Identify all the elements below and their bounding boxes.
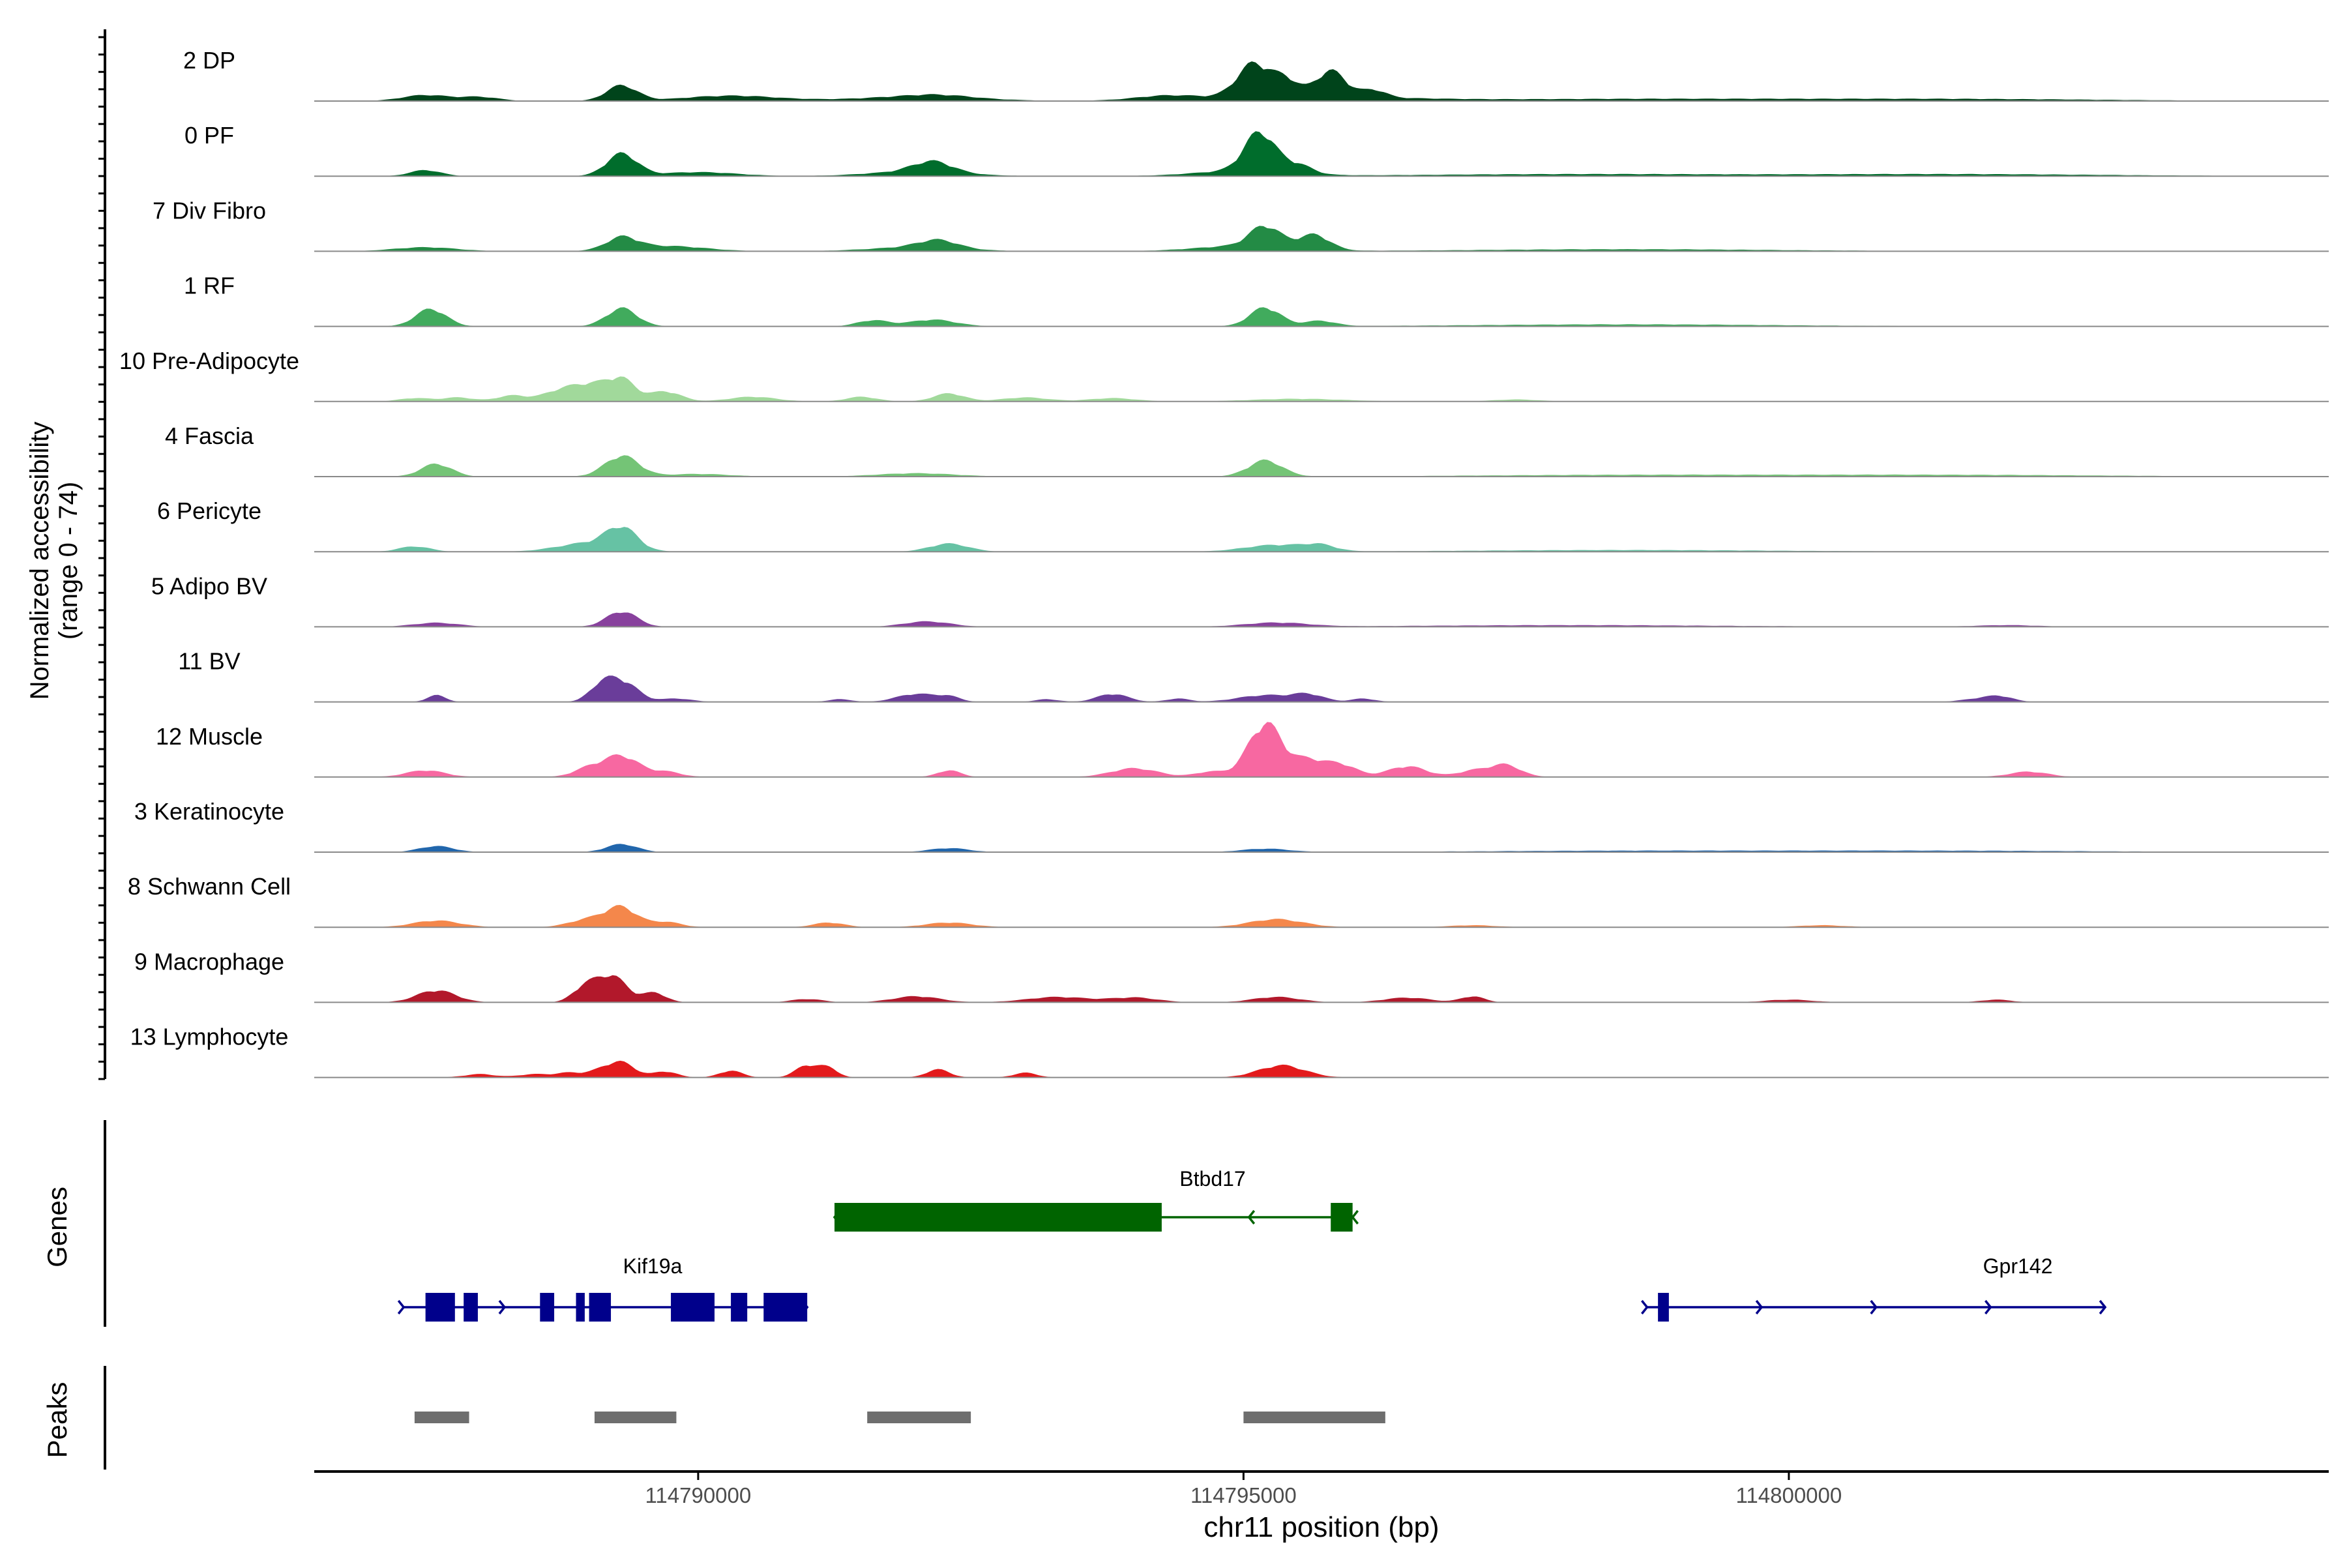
x-axis-ticks: 114790000 114795000 114800000 [645, 1472, 1842, 1507]
x-tick-label: 114800000 [1736, 1483, 1842, 1507]
track-9: 11 BV [178, 648, 2329, 703]
strand-arrow-icon [1351, 1209, 1359, 1225]
strand-arrow-icon [1641, 1299, 1649, 1315]
track-label: 7 Div Fibro [153, 197, 266, 224]
peaks-panel [414, 1412, 1385, 1423]
track-label: 13 Lymphocyte [130, 1024, 289, 1050]
peak-region [867, 1412, 971, 1423]
y-axis-label: Normalized accessibility [25, 422, 54, 700]
coverage-area [314, 722, 2329, 777]
strand-arrow-icon [1247, 1209, 1256, 1225]
track-2: 0 PF [185, 122, 2329, 177]
coverage-area [314, 905, 2329, 928]
gene-exon [671, 1293, 715, 1322]
peak-region [594, 1412, 677, 1423]
strand-arrow-icon [2099, 1299, 2107, 1315]
track-label: 5 Adipo BV [151, 572, 267, 599]
coverage-area [314, 1060, 2329, 1078]
gene-exon [576, 1293, 585, 1322]
gene-exon [1331, 1203, 1353, 1232]
coverage-area [314, 61, 2329, 101]
x-tick-label: 114795000 [1190, 1483, 1297, 1507]
coverage-area [314, 131, 2329, 177]
strand-arrow-icon [1755, 1299, 1764, 1315]
track-13: 9 Macrophage [134, 948, 2329, 1003]
track-4: 1 RF [184, 273, 2329, 327]
coverage-area [314, 376, 2329, 402]
strand-arrow-icon [397, 1299, 406, 1315]
gene-exon [464, 1293, 478, 1322]
track-label: 12 Muscle [156, 723, 263, 750]
peak-region [414, 1412, 469, 1423]
gene-btbd17: Btbd17 [833, 1167, 1359, 1232]
coverage-area [314, 975, 2329, 1003]
x-axis-title: chr11 position (bp) [1203, 1511, 1439, 1543]
track-10: 12 Muscle [156, 722, 2329, 778]
gene-exon [763, 1293, 808, 1322]
track-label: 8 Schwann Cell [128, 873, 291, 900]
gene-exon [834, 1203, 1162, 1232]
track-label: 6 Pericyte [157, 497, 261, 524]
gene-gpr142: Gpr142 [1641, 1254, 2107, 1322]
gene-exon [589, 1293, 612, 1322]
track-label: 10 Pre-Adipocyte [119, 348, 299, 374]
peaks-panel-label: Peaks [42, 1382, 72, 1458]
peak-region [1243, 1412, 1385, 1423]
coverage-area [314, 455, 2329, 477]
track-1: 2 DP [183, 47, 2329, 102]
genes-panel-label: Genes [42, 1187, 72, 1267]
y-axis-range-label: (range 0 - 74) [54, 482, 83, 640]
track-8: 5 Adipo BV [151, 572, 2329, 628]
track-label: 4 Fascia [165, 422, 254, 449]
track-label: 1 RF [184, 273, 235, 299]
gene-exon [540, 1293, 555, 1322]
coverage-area [314, 307, 2329, 327]
track-7: 6 Pericyte [157, 497, 2329, 553]
track-11: 3 Keratinocyte [134, 798, 2329, 853]
track-label: 11 BV [178, 648, 240, 675]
gene-exon [731, 1293, 748, 1322]
coverage-area [314, 675, 2329, 702]
gene-name: Gpr142 [1983, 1254, 2053, 1278]
track-5: 10 Pre-Adipocyte [119, 348, 2329, 402]
gene-exon [425, 1293, 455, 1322]
track-label: 9 Macrophage [134, 948, 284, 975]
strand-arrow-icon [1985, 1299, 1992, 1315]
track-14: 13 Lymphocyte [130, 1024, 2329, 1078]
coverage-area [314, 226, 2329, 252]
track-12: 8 Schwann Cell [128, 873, 2329, 928]
strand-arrow-icon [498, 1299, 507, 1315]
track-label: 2 DP [183, 47, 235, 74]
gene-name: Kif19a [623, 1254, 683, 1278]
track-6: 4 Fascia [165, 422, 2329, 477]
gene-kif19a: Kif19a [397, 1254, 809, 1322]
track-label: 0 PF [185, 122, 234, 149]
strand-arrow-icon [1870, 1299, 1878, 1315]
genes-panel: Btbd17 Kif19a Gpr142 [397, 1167, 2107, 1322]
gene-exon [1658, 1293, 1669, 1322]
track-label: 3 Keratinocyte [134, 798, 284, 825]
x-tick-label: 114790000 [645, 1483, 752, 1507]
coverage-area [314, 527, 2329, 552]
gene-name: Btbd17 [1179, 1167, 1245, 1191]
track-3: 7 Div Fibro [153, 197, 2329, 252]
y-axis-ticks [98, 29, 106, 1080]
coverage-area [314, 612, 2329, 627]
coverage-area [314, 844, 2329, 852]
coverage-tracks: 2 DP 0 PF 7 Div Fibro 1 RF 10 Pre-Adipocyte 4… [119, 47, 2329, 1078]
